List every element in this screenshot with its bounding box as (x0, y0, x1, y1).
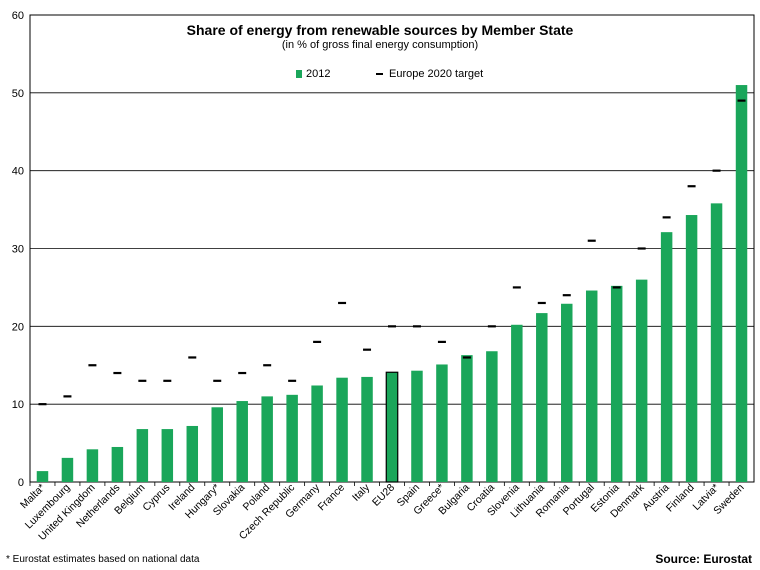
y-tick-label: 50 (12, 88, 24, 100)
bar-ireland (186, 425, 199, 482)
bar-finland (685, 215, 698, 482)
bar-netherlands (111, 446, 124, 482)
x-tick-label: EU28 (370, 482, 397, 509)
y-tick-label: 20 (12, 321, 24, 333)
bar-estonia (610, 285, 623, 482)
bar-cyprus (161, 429, 174, 482)
y-tick-label: 40 (12, 166, 24, 178)
x-tick-label: Finland (664, 482, 697, 515)
bar-czech-republic (286, 394, 298, 482)
x-tick-label: France (316, 482, 348, 514)
bar-united-kingdom (86, 449, 99, 482)
source: Source: Eurostat (655, 552, 752, 566)
bar-spain (411, 370, 423, 482)
bar-luxembourg (61, 457, 74, 482)
bar-eu28 (385, 371, 399, 483)
legend-label-2012: 2012 (306, 68, 331, 80)
bar-slovakia (236, 401, 248, 482)
y-tick-label: 30 (12, 244, 24, 256)
chart-title: Share of energy from renewable sources b… (186, 22, 574, 38)
bar-denmark (635, 279, 648, 482)
x-tick-label: Cyprus (140, 482, 172, 514)
bar-germany (311, 385, 323, 482)
bar-slovenia (511, 324, 523, 482)
legend-item-2012: 2012 (296, 68, 330, 80)
y-tick-label: 0 (18, 477, 24, 489)
bar-italy (361, 376, 373, 482)
legend-label-target: Europe 2020 target (389, 68, 484, 80)
footnote: * Eurostat estimates based on national d… (6, 554, 200, 565)
bar-hungary- (211, 407, 223, 482)
bar-latvia- (710, 203, 723, 482)
bar-bulgaria (461, 355, 473, 482)
bar-lithuania (536, 313, 548, 482)
bar-croatia (486, 351, 498, 482)
bar-belgium (136, 429, 149, 482)
bar-malta- (36, 471, 49, 482)
legend-item-target: Europe 2020 target (376, 68, 483, 80)
bar-portugal (585, 290, 598, 482)
y-tick-label: 10 (12, 399, 24, 411)
y-tick-label: 60 (12, 10, 24, 22)
bar-poland (261, 396, 273, 482)
chart-subtitle: (in % of gross final energy consumption) (281, 39, 479, 51)
legend-swatch-2012 (296, 70, 302, 78)
bar-austria (660, 232, 673, 482)
bar-france (336, 377, 348, 482)
bar-sweden (735, 85, 748, 483)
legend-swatch-target (376, 73, 383, 75)
bar-greece- (436, 364, 448, 482)
bar-romania (561, 303, 573, 482)
